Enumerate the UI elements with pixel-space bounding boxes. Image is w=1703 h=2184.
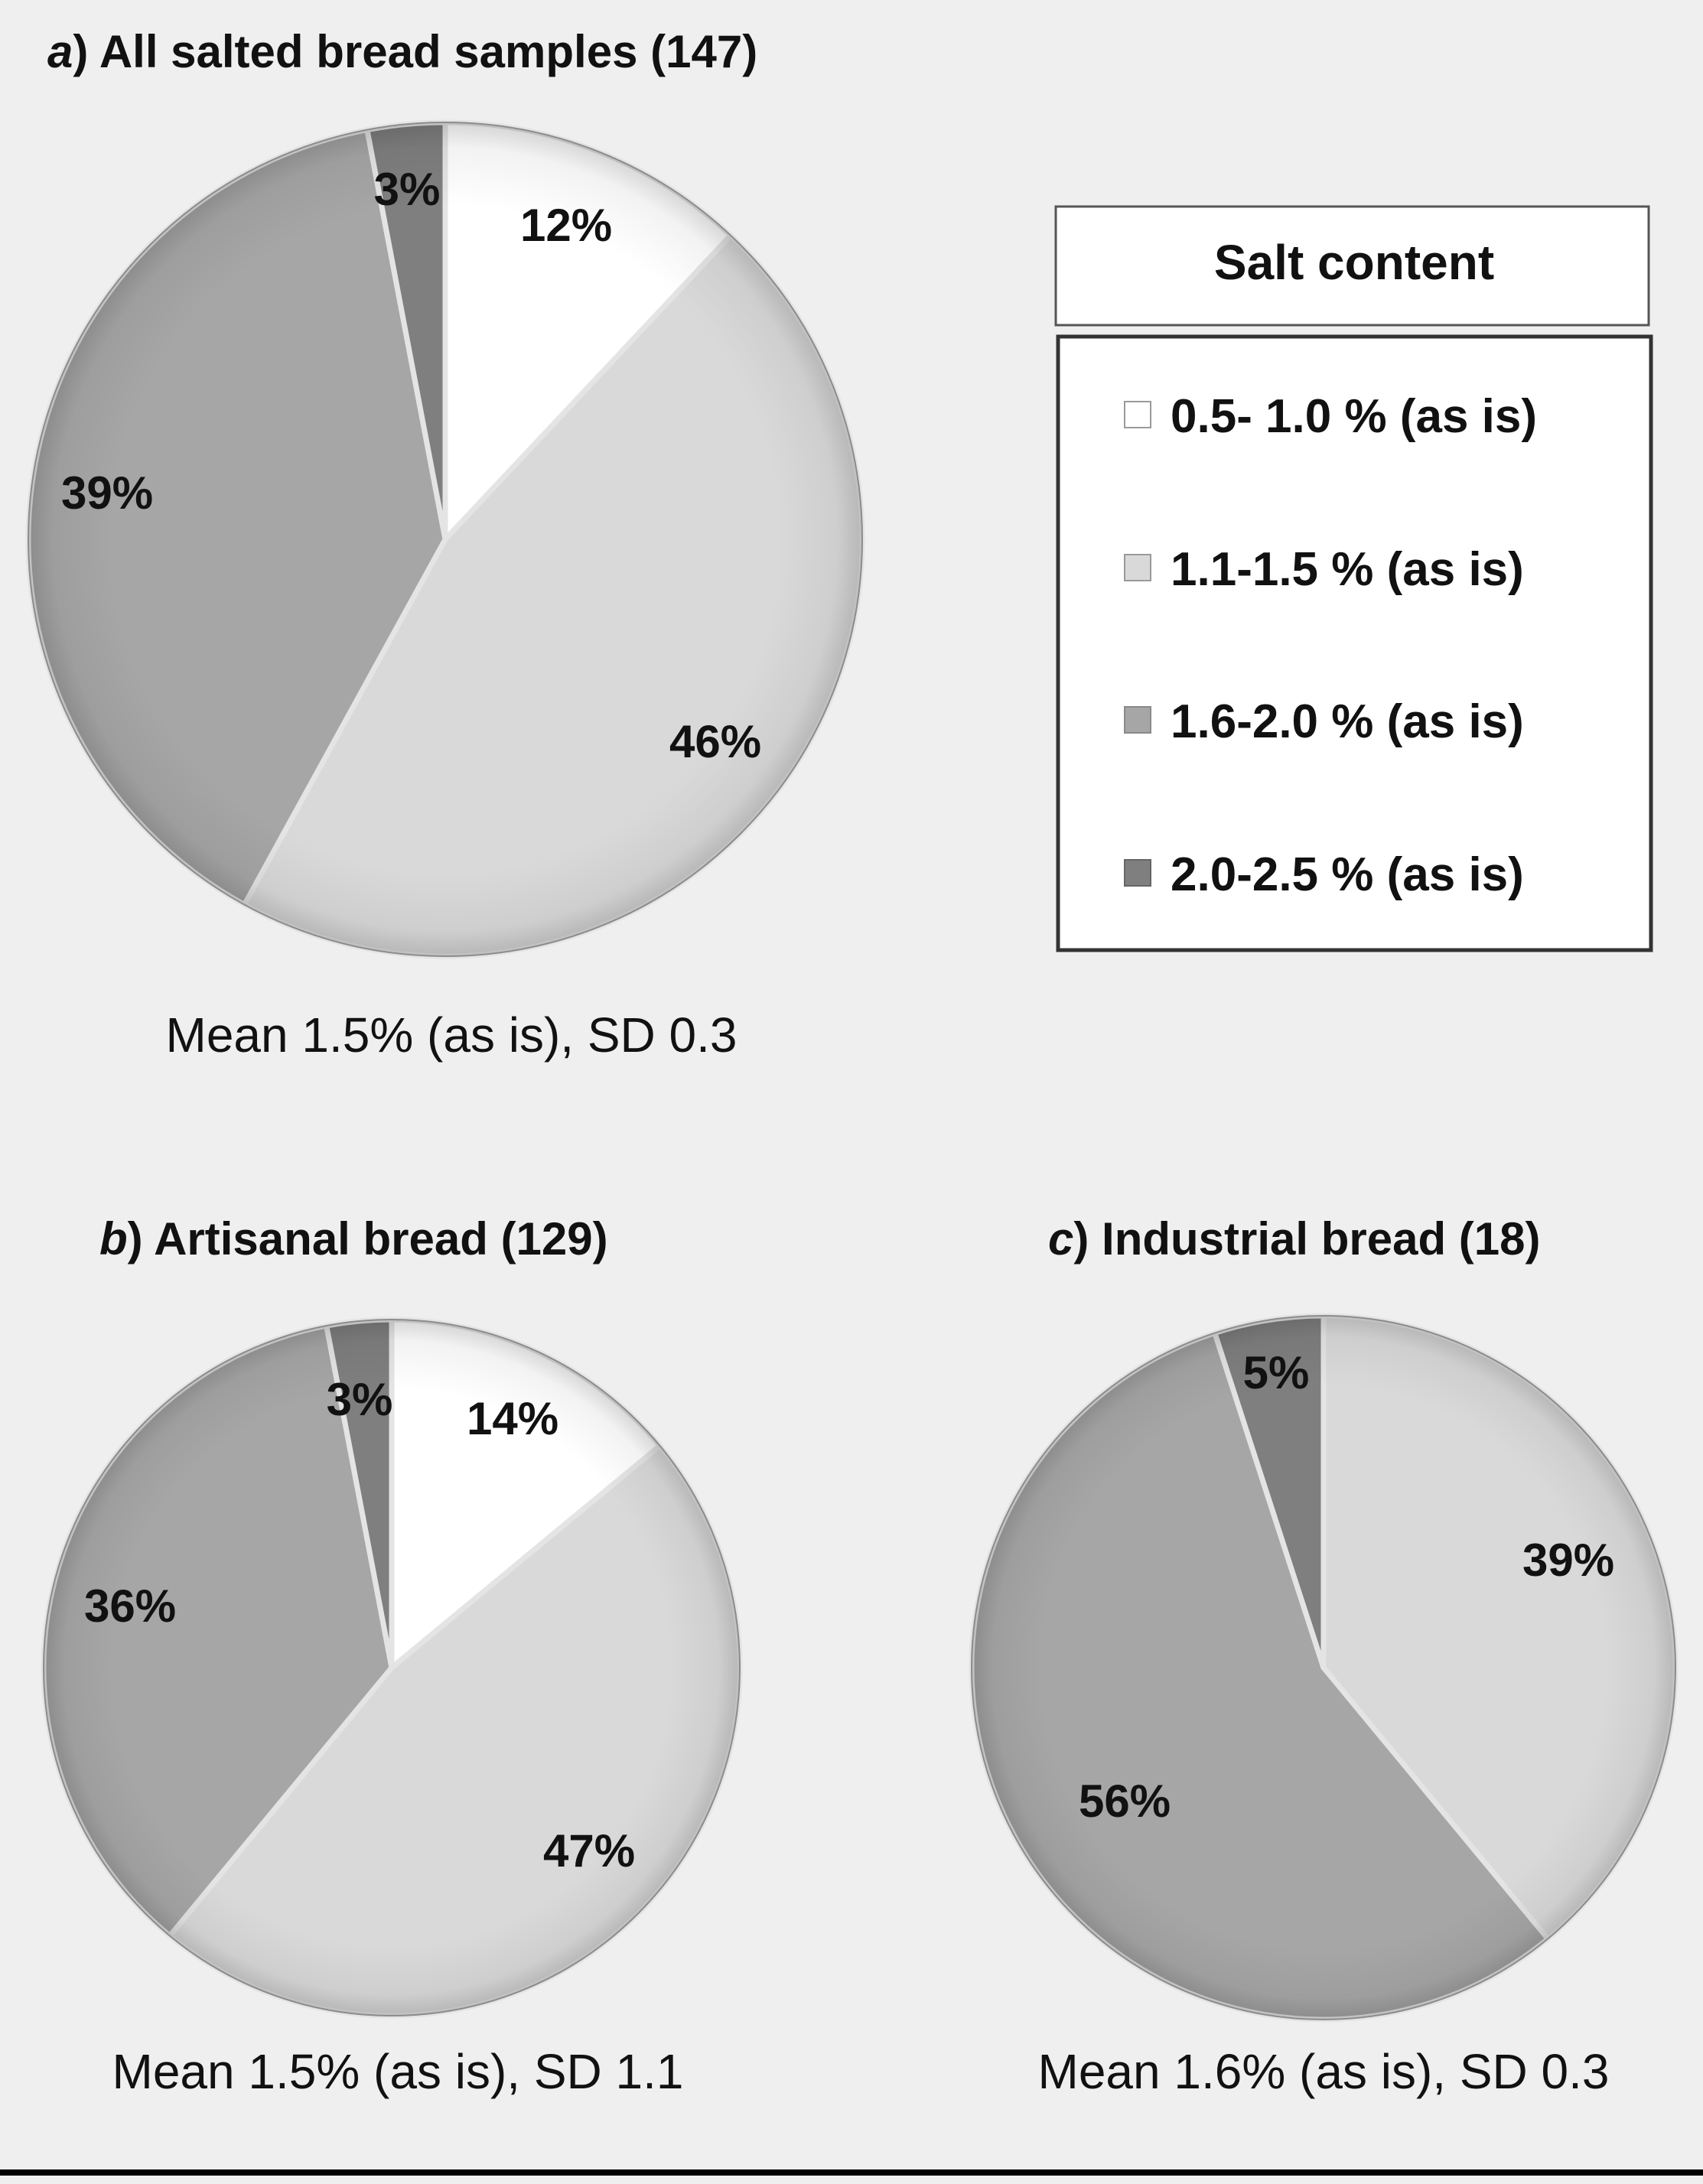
panel-title-text: All salted bread samples (147) (99, 26, 757, 77)
panel-paren: ) (1073, 1213, 1102, 1265)
pie-title-artisanal: b) Artisanal bread (129) (99, 1213, 608, 1265)
pie-rim-outline (43, 1319, 741, 2016)
legend-label-0: 0.5- 1.0 % (as is) (1171, 390, 1537, 443)
slice-label-56: 56% (1079, 1776, 1171, 1827)
slice-label-12: 12% (520, 200, 612, 251)
pie-rim-outline (28, 122, 863, 957)
legend-swatch-3 (1124, 859, 1151, 887)
bottom-rule (0, 2169, 1703, 2176)
legend-item-1: 1.1-1.5 % (as is) (1124, 543, 1524, 596)
pie-caption-artisanal: Mean 1.5% (as is), SD 1.1 (112, 2044, 684, 2099)
slice-label-47: 47% (543, 1825, 635, 1876)
pie-rim-outline (971, 1315, 1676, 2020)
panel-title-text: Artisanal bread (129) (154, 1213, 608, 1265)
legend-body-box (1056, 334, 1653, 952)
legend-title: Salt content (1214, 235, 1494, 290)
slice-label-3: 3% (374, 164, 441, 215)
slice-label-5: 5% (1243, 1347, 1310, 1398)
slice-label-36: 36% (84, 1580, 176, 1632)
pie-chart-industrial: c) Industrial bread (18) 39% 56% 5% Mean… (969, 1213, 1679, 2099)
pie-title-industrial: c) Industrial bread (18) (1048, 1213, 1541, 1265)
legend-item-2: 1.6-2.0 % (as is) (1124, 695, 1524, 748)
legend-item-0: 0.5- 1.0 % (as is) (1124, 390, 1537, 443)
legend-swatch-2 (1124, 706, 1151, 734)
panel-paren: ) (128, 1213, 154, 1265)
pie-rim-shade (972, 1316, 1675, 2020)
panel-letter: c (1048, 1213, 1073, 1265)
legend: Salt content 0.5- 1.0 % (as is) 1.1-1.5 … (1054, 205, 1653, 952)
slice-label-46: 46% (669, 716, 761, 767)
pie-chart-all-samples: a) All salted bread samples (147) 12% 46… (25, 26, 865, 1063)
legend-label-1: 1.1-1.5 % (as is) (1171, 543, 1524, 596)
pie-chart-artisanal: b) Artisanal bread (129) 14% 47% 36% 3% … (41, 1213, 743, 2099)
panel-title-text: Industrial bread (18) (1102, 1213, 1540, 1265)
legend-label-2: 1.6-2.0 % (as is) (1171, 695, 1524, 748)
slice-label-14: 14% (467, 1393, 558, 1444)
slice-label-3: 3% (327, 1374, 393, 1425)
slice-label-39: 39% (1522, 1535, 1614, 1586)
panel-letter: a (47, 26, 73, 77)
pie-title-all-samples: a) All salted bread samples (147) (47, 26, 757, 77)
pie-caption-all-samples: Mean 1.5% (as is), SD 0.3 (166, 1007, 738, 1063)
legend-swatch-0 (1124, 401, 1151, 428)
panel-paren: ) (73, 26, 99, 77)
legend-item-3: 2.0-2.5 % (as is) (1124, 848, 1524, 901)
panel-letter: b (99, 1213, 128, 1265)
slice-label-39: 39% (61, 467, 153, 519)
legend-swatch-1 (1124, 554, 1151, 581)
pie-rim-shade (28, 122, 862, 956)
legend-label-3: 2.0-2.5 % (as is) (1171, 848, 1524, 901)
legend-header-box (1054, 205, 1650, 327)
pie-caption-industrial: Mean 1.6% (as is), SD 0.3 (1038, 2044, 1610, 2099)
pie-rim-shade (44, 1320, 740, 2016)
